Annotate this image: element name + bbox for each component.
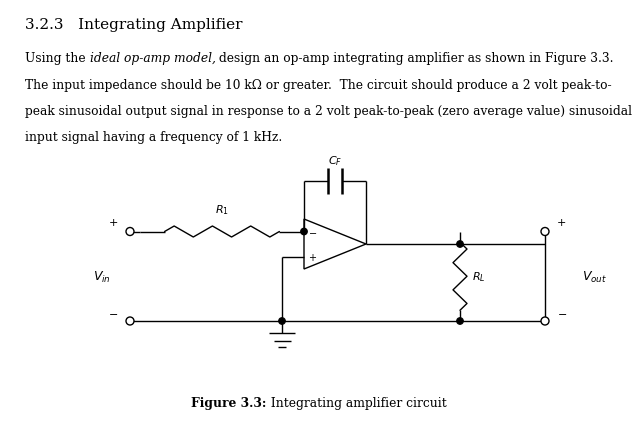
Text: design an op-amp integrating amplifier as shown in Figure 3.3.: design an op-amp integrating amplifier a… bbox=[216, 52, 614, 65]
Circle shape bbox=[126, 228, 134, 236]
Text: $V_{in}$: $V_{in}$ bbox=[93, 269, 111, 284]
Text: $V_{out}$: $V_{out}$ bbox=[582, 269, 607, 284]
Text: +: + bbox=[108, 218, 118, 228]
Text: $-$: $-$ bbox=[308, 227, 317, 237]
Text: Integrating amplifier circuit: Integrating amplifier circuit bbox=[267, 396, 447, 409]
Circle shape bbox=[279, 318, 285, 325]
Text: $R_L$: $R_L$ bbox=[472, 270, 486, 283]
Text: peak sinusoidal output signal in response to a 2 volt peak-to-peak (zero average: peak sinusoidal output signal in respons… bbox=[25, 105, 632, 118]
Circle shape bbox=[541, 228, 549, 236]
Text: $-$: $-$ bbox=[557, 307, 567, 317]
Text: +: + bbox=[557, 218, 567, 228]
Circle shape bbox=[457, 318, 463, 325]
Text: Using the: Using the bbox=[25, 52, 89, 65]
Circle shape bbox=[457, 241, 463, 248]
Text: $C_F$: $C_F$ bbox=[328, 154, 342, 167]
Text: Figure 3.3:: Figure 3.3: bbox=[191, 396, 267, 409]
Text: $-$: $-$ bbox=[108, 307, 118, 317]
Circle shape bbox=[300, 229, 308, 235]
Text: $+$: $+$ bbox=[308, 251, 317, 262]
Text: The input impedance should be 10 kΩ or greater.  The circuit should produce a 2 : The input impedance should be 10 kΩ or g… bbox=[25, 78, 612, 91]
Text: ideal op-amp model,: ideal op-amp model, bbox=[89, 52, 216, 65]
Text: input signal having a frequency of 1 kHz.: input signal having a frequency of 1 kHz… bbox=[25, 131, 282, 144]
Circle shape bbox=[126, 317, 134, 325]
Circle shape bbox=[541, 317, 549, 325]
Text: $R_1$: $R_1$ bbox=[215, 203, 229, 217]
Text: 3.2.3   Integrating Amplifier: 3.2.3 Integrating Amplifier bbox=[25, 18, 242, 32]
